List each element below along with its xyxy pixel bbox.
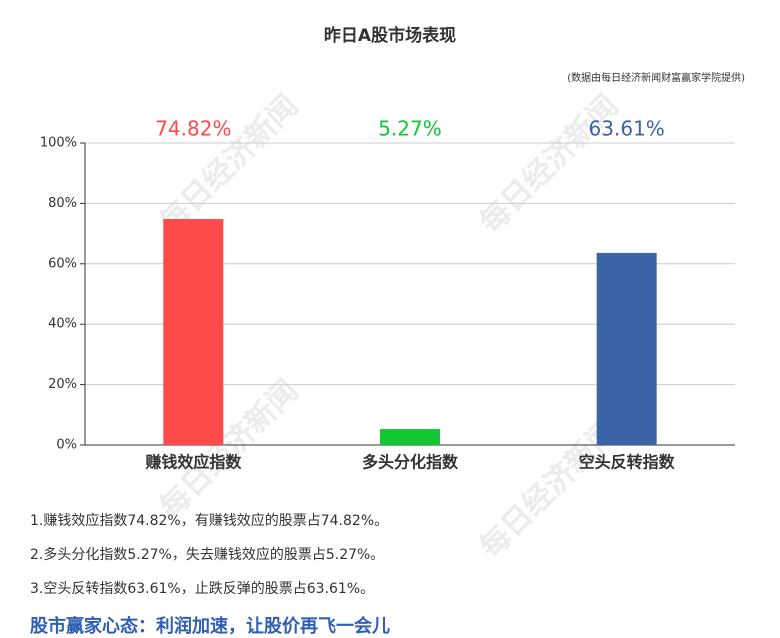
bar — [380, 429, 440, 445]
x-tick-label: 空头反转指数 — [579, 453, 676, 472]
value-label: 63.61% — [589, 117, 665, 141]
note: 2.多头分化指数5.27%，失去赚钱效应的股票占5.27%。 — [30, 546, 384, 563]
x-tick-label: 赚钱效应指数 — [144, 453, 242, 472]
value-label: 74.82% — [155, 117, 231, 141]
watermarks: 每日经济新闻 每日经济新闻 每日经济新闻 每日经济新闻 — [153, 88, 625, 565]
chart-title: 昨日A股市场表现 — [324, 25, 456, 46]
y-tick-label: 60% — [48, 256, 77, 271]
y-tick-label: 0% — [56, 438, 77, 453]
x-tick-label: 多头分化指数 — [362, 453, 459, 472]
y-tick-label: 80% — [48, 196, 77, 211]
value-label: 5.27% — [378, 117, 442, 141]
note: 1.赚钱效应指数74.82%，有赚钱效应的股票占74.82%。 — [30, 512, 388, 529]
footer: 股市赢家心态：利润加速，让股价再飞一会儿 — [29, 615, 390, 637]
watermark: 每日经济新闻 — [473, 88, 625, 240]
y-tick-label: 40% — [48, 317, 77, 332]
bar — [596, 252, 657, 445]
chart-subtitle: (数据由每日经济新闻财富赢家学院提供) — [567, 71, 745, 84]
y-tick-label: 20% — [48, 377, 77, 392]
bar — [163, 219, 224, 445]
y-tick-label: 100% — [40, 136, 77, 151]
note: 3.空头反转指数63.61%，止跌反弹的股票占63.61%。 — [30, 581, 374, 597]
watermark: 每日经济新闻 — [153, 88, 305, 240]
